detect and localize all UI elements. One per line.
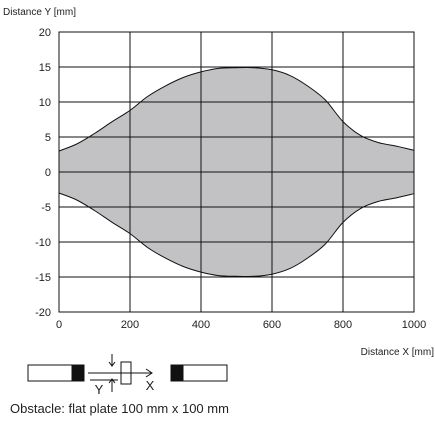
- obstacle-caption: Obstacle: flat plate 100 mm x 100 mm: [10, 401, 229, 416]
- y-tick-label: -10: [35, 237, 51, 249]
- y-tick-label: 0: [45, 167, 51, 179]
- x-tick-label: 600: [263, 319, 281, 331]
- y-tick-label: -20: [35, 307, 51, 319]
- tick-labels: 0 200 400 600 800 1000 20 15 10 5 0 -5 -10 -15 -20: [35, 27, 426, 331]
- receiver-lens: [170, 364, 184, 382]
- x-axis-label: Distance X [mm]: [361, 347, 435, 358]
- setup-diagram: [27, 354, 228, 392]
- x-arrowhead: [145, 368, 153, 378]
- diagram-x-label: X: [146, 378, 155, 393]
- x-tick-label: 1000: [402, 319, 426, 331]
- x-tick-label: 200: [121, 319, 139, 331]
- y-arrowhead-top: [108, 361, 116, 367]
- y-axis-label: Distance Y [mm]: [3, 7, 76, 18]
- plot-frame: [58, 31, 415, 313]
- x-tick-label: 800: [334, 319, 352, 331]
- y-tick-label: -5: [41, 202, 51, 214]
- y-tick-label: -15: [35, 272, 51, 284]
- y-tick-label: 5: [45, 132, 51, 144]
- y-arrowhead-bottom: [108, 378, 116, 384]
- y-tick-label: 10: [39, 97, 51, 109]
- y-tick-label: 20: [39, 27, 51, 39]
- y-tick-label: 15: [39, 62, 51, 74]
- x-tick-label: 0: [56, 319, 62, 331]
- x-tick-label: 400: [192, 319, 210, 331]
- diagram-y-label: Y: [95, 382, 104, 397]
- emitter-lens: [71, 364, 85, 382]
